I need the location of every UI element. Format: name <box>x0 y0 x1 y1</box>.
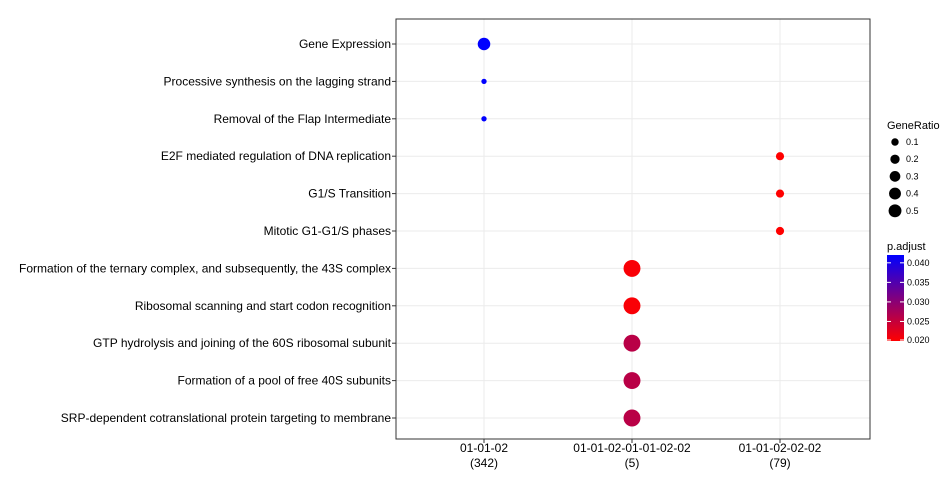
size-legend-title: GeneRatio <box>887 120 940 132</box>
data-point <box>481 78 487 85</box>
size-legend-label: 0.4 <box>906 189 919 199</box>
color-legend-label: 0.035 <box>907 277 930 287</box>
data-point <box>775 152 785 161</box>
y-tick-label: Formation of a pool of free 40S subunits <box>178 374 391 388</box>
color-legend-label: 0.030 <box>907 297 930 307</box>
y-tick-label: Formation of the ternary complex, and su… <box>19 261 391 275</box>
size-legend-label: 0.3 <box>906 171 919 181</box>
y-tick-label: Mitotic G1-G1/S phases <box>264 224 391 238</box>
data-point <box>623 334 641 352</box>
x-tick-count: (79) <box>769 456 790 470</box>
color-legend-label: 0.040 <box>907 258 930 268</box>
size-legend-key <box>888 204 902 218</box>
x-tick-label: 01-01-02-01-01-02-02 <box>573 441 691 455</box>
x-tick-label: 01-01-02-02-02 <box>739 441 822 455</box>
size-legend-key <box>889 171 901 182</box>
size-legend-key <box>889 187 901 200</box>
color-bar <box>887 255 904 341</box>
x-axis: 01-01-02(342) 01-01-02-01-01-02-02(5) 01-0… <box>460 439 822 470</box>
data-point <box>775 226 785 236</box>
color-legend-label: 0.020 <box>907 335 930 345</box>
y-tick-label: G1/S Transition <box>308 187 391 201</box>
y-tick-label: Processive synthesis on the lagging stra… <box>164 74 391 88</box>
x-tick-count: (342) <box>470 456 498 470</box>
plot-panel <box>395 18 871 440</box>
data-points <box>477 37 785 427</box>
x-tick-count: (5) <box>625 456 640 470</box>
y-tick-label: SRP-dependent cotranslational protein ta… <box>61 411 392 425</box>
y-tick-label: GTP hydrolysis and joining of the 60S ri… <box>93 336 392 350</box>
size-legend-label: 0.5 <box>906 206 919 216</box>
color-legend-label: 0.025 <box>907 316 930 326</box>
data-point <box>623 259 641 277</box>
size-legend-key <box>890 154 900 164</box>
data-point <box>623 297 641 315</box>
size-legend-key <box>891 138 899 146</box>
y-axis: Gene Expression Processive synthesis on t… <box>19 37 396 425</box>
y-tick-label: E2F mediated regulation of DNA replicati… <box>161 149 391 163</box>
color-legend: p.adjust 0.020 0.025 0.030 0.035 0.040 <box>887 241 930 345</box>
data-point <box>623 372 641 390</box>
y-tick-label: Removal of the Flap Intermediate <box>214 112 392 126</box>
data-point <box>477 37 491 51</box>
color-legend-title: p.adjust <box>887 241 926 253</box>
size-legend: GeneRatio 0.1 0.2 0.3 0.4 0.5 <box>887 120 940 218</box>
data-point <box>481 116 487 122</box>
data-point <box>623 409 641 427</box>
y-tick-label: Gene Expression <box>299 37 391 51</box>
size-legend-label: 0.2 <box>906 154 919 164</box>
x-tick-label: 01-01-02 <box>460 441 508 455</box>
size-legend-label: 0.1 <box>906 137 919 147</box>
y-tick-label: Ribosomal scanning and start codon recog… <box>135 299 391 313</box>
data-point <box>775 189 785 198</box>
